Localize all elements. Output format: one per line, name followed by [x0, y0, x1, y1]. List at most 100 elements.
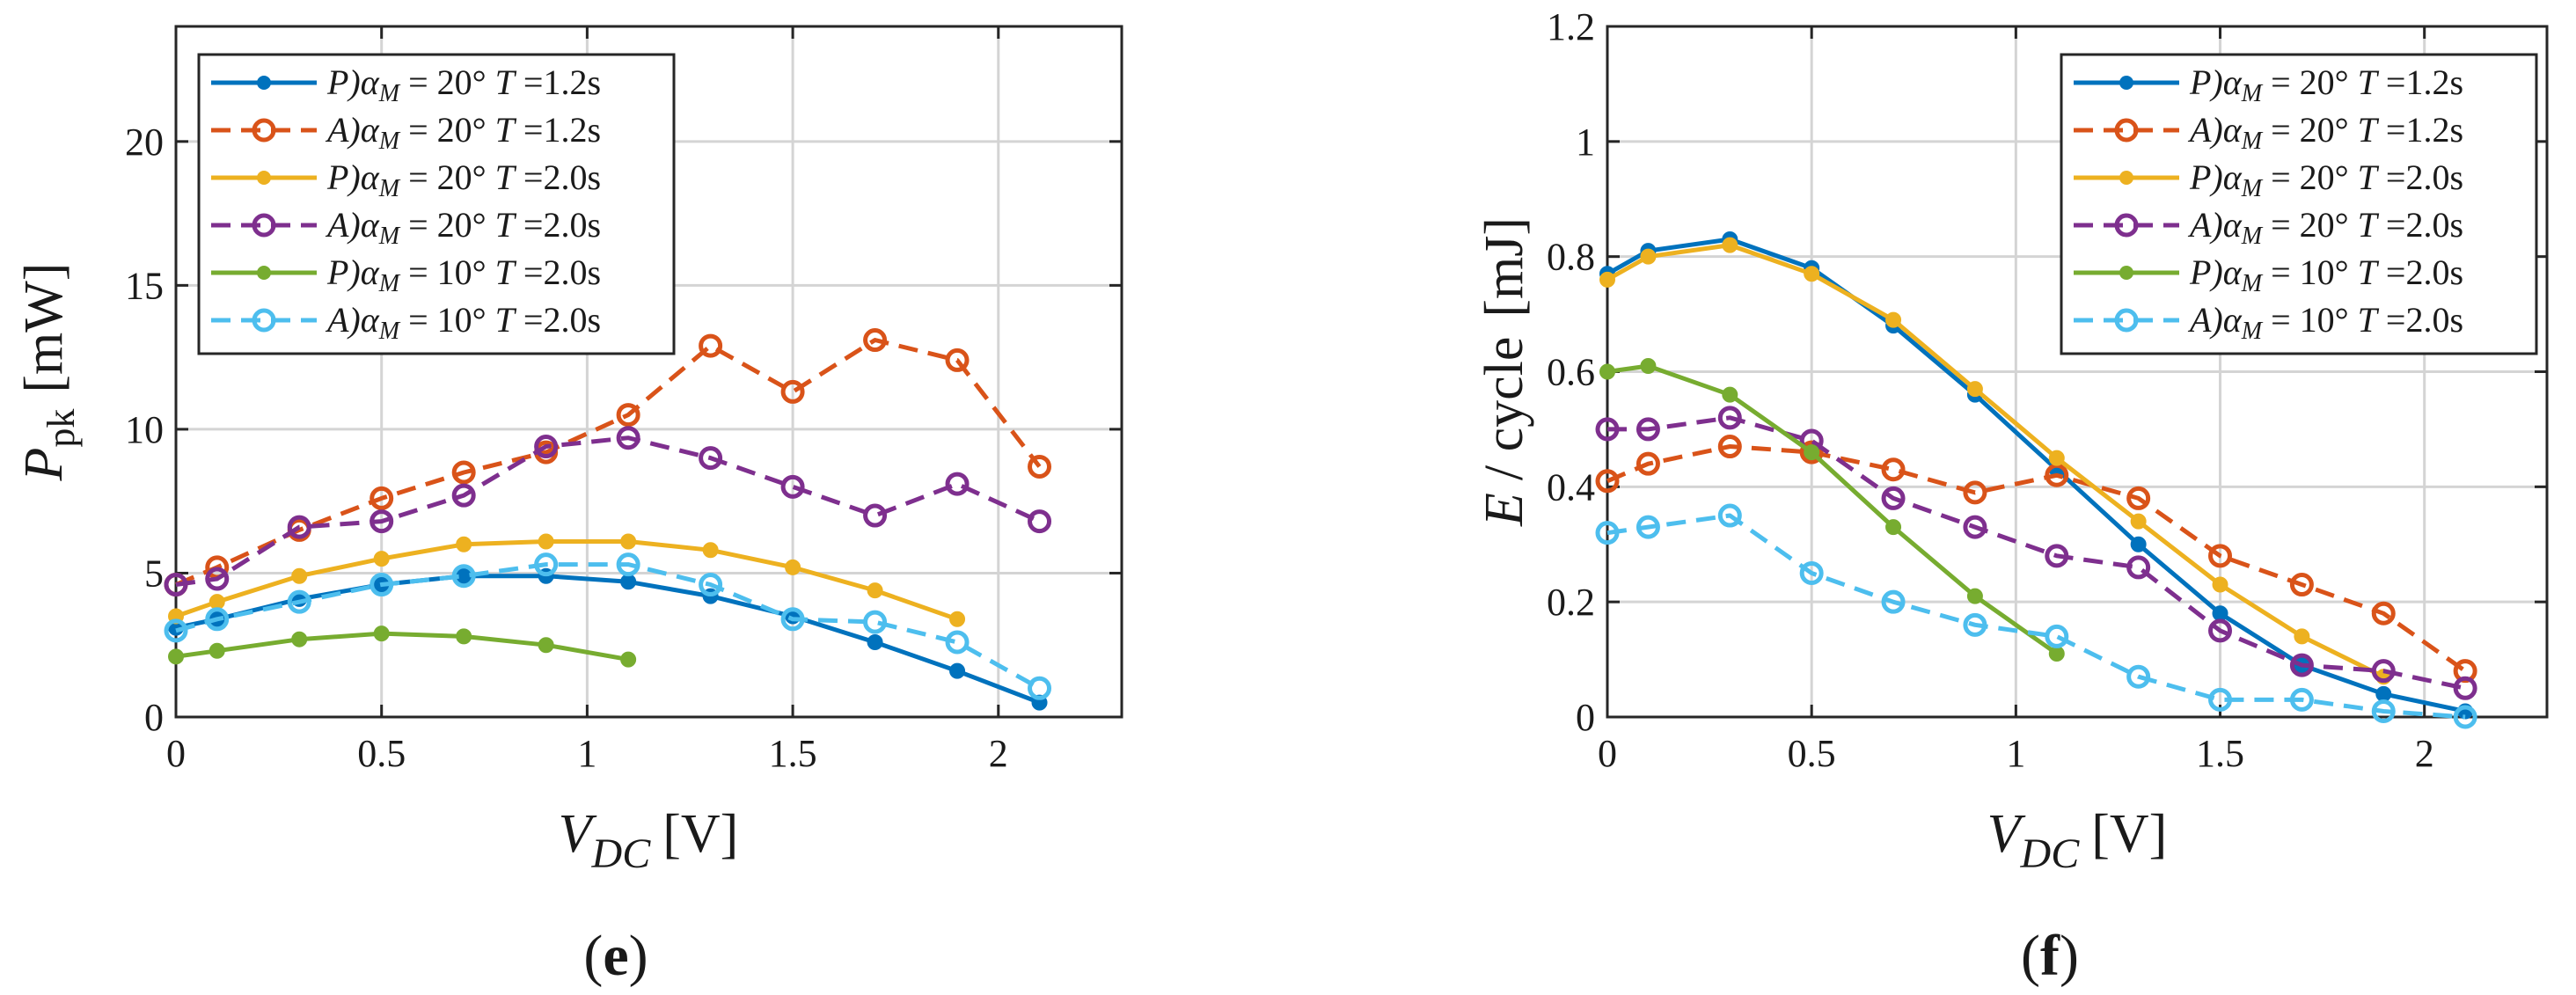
y-axis-symbol: E [1475, 493, 1534, 527]
legend-prefix: P) [326, 62, 361, 102]
data-point [370, 573, 394, 597]
y-axis-unit: [mW] [14, 263, 74, 393]
data-point [699, 446, 723, 471]
legend-period-symbol: T [495, 157, 517, 197]
x-tick-text: 2 [2415, 732, 2434, 775]
x-tick-text: 0.5 [1788, 732, 1836, 775]
legend-period-symbol: T [495, 62, 517, 102]
data-point [456, 628, 472, 645]
data-point [780, 607, 805, 632]
legend-subscript: M [378, 318, 401, 345]
data-point [2208, 687, 2233, 712]
legend-period: =1.2s [515, 62, 601, 102]
legend-marker [252, 308, 276, 333]
ticks: 0 0.5 1 1.5 2 0 0.2 0.4 0.6 0.8 1 1.2 [1547, 5, 2547, 775]
legend-angle: = 20° [2262, 157, 2358, 197]
legend-marker [2119, 76, 2133, 90]
data-point [291, 567, 308, 584]
data-point [1640, 357, 1657, 374]
legend-angle: = 20° [399, 110, 495, 150]
legend-period: =2.0s [515, 205, 601, 245]
data-point [2126, 555, 2151, 580]
data-point [451, 483, 476, 508]
y-tick-label: 15 [125, 264, 164, 307]
data-point [1881, 589, 1906, 614]
figure-caption: (f) [2021, 924, 2079, 988]
data-point [1881, 486, 1906, 510]
y-tick-label: 1 [1576, 121, 1595, 164]
series-line [175, 435, 1041, 587]
legend-period: =2.0s [2377, 300, 2463, 340]
legend-prefix: P) [326, 157, 361, 197]
legend-item: P)αM = 10° T =2.0s [2074, 252, 2463, 297]
data-point [1966, 588, 1983, 604]
legend-marker [2114, 118, 2139, 143]
legend-marker [257, 76, 271, 90]
data-point [1028, 454, 1052, 479]
legend-alpha: α [2223, 110, 2243, 150]
data-point [1885, 519, 1902, 536]
legend-subscript: M [2241, 318, 2264, 345]
series-4 [1599, 357, 2065, 662]
legend-subscript: M [2241, 270, 2264, 297]
legend-period: =1.2s [515, 110, 601, 150]
series-line [1606, 444, 2467, 673]
legend-marker [2119, 266, 2133, 280]
data-point [1804, 444, 1820, 461]
y-tick-text: 5 [144, 552, 164, 595]
legend-marker [2119, 171, 2133, 185]
legend-period-symbol: T [2358, 300, 2380, 340]
caption-paren: ( [583, 924, 603, 988]
legend-item: A)αM = 10° T =2.0s [211, 300, 601, 345]
series-1 [1595, 435, 2477, 684]
data-point [620, 651, 637, 668]
data-point [2048, 450, 2065, 466]
legend-period: =1.2s [2377, 110, 2463, 150]
data-point [451, 564, 476, 589]
data-point [2212, 576, 2228, 593]
y-tick-label: 0.6 [1547, 351, 1595, 394]
data-point [287, 515, 311, 539]
y-axis-subscript: pk [40, 409, 83, 448]
caption-letter: f [2040, 924, 2060, 988]
legend-prefix: A) [2187, 110, 2223, 150]
legend-prefix: P) [2189, 157, 2223, 197]
data-point [2208, 544, 2233, 568]
data-point [1636, 417, 1660, 442]
x-tick-text: 0.5 [357, 732, 406, 775]
legend-item: A)αM = 20° T =2.0s [2074, 205, 2463, 250]
x-tick-label: 0.5 [1788, 732, 1836, 775]
legend-period-symbol: T [495, 110, 517, 150]
legend-label: A)αM = 20° T =1.2s [325, 110, 601, 155]
legend-item: P)αM = 20° T =2.0s [2074, 157, 2463, 202]
data-point [1599, 363, 1615, 380]
legend-subscript: M [2241, 223, 2264, 250]
legend-label: P)αM = 20° T =1.2s [326, 62, 601, 107]
series-2 [1599, 237, 2392, 685]
y-axis-symbol: P [14, 448, 74, 482]
data-point [2126, 486, 2151, 510]
y-tick-label: 0.8 [1547, 236, 1595, 279]
legend-period: =2.0s [2377, 157, 2463, 197]
legend-prefix: P) [2189, 252, 2223, 292]
y-tick-text: 15 [125, 264, 164, 307]
data-point [945, 630, 970, 655]
data-point [1717, 406, 1742, 430]
legend-angle: = 10° [2262, 300, 2358, 340]
legend-period: =2.0s [515, 252, 601, 292]
series-2 [168, 533, 966, 627]
legend-angle: = 10° [399, 252, 495, 292]
legend-item: A)αM = 20° T =1.2s [2074, 110, 2463, 155]
legend-item: A)αM = 20° T =2.0s [211, 205, 601, 250]
x-tick-text: 1 [577, 732, 596, 775]
data-point [456, 536, 472, 552]
legend-marker [252, 118, 276, 143]
data-point [2453, 705, 2477, 729]
data-point [534, 435, 559, 459]
data-point [1966, 381, 1983, 398]
data-point [205, 607, 230, 632]
data-point [373, 551, 390, 567]
legend-angle: = 10° [2262, 252, 2358, 292]
data-point [451, 460, 476, 485]
